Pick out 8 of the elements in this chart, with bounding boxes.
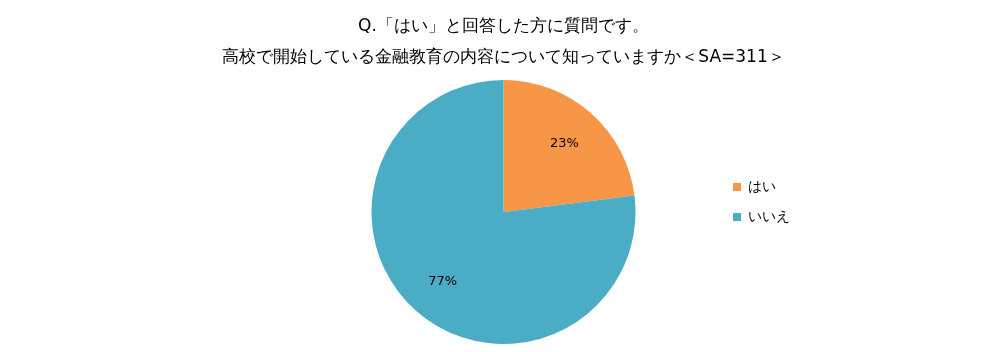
legend-label: いいえ — [748, 208, 790, 224]
data-label: 77% — [428, 273, 458, 289]
pie-slice — [503, 80, 635, 212]
legend-label: はい — [748, 178, 776, 194]
chart-title: Q.「はい」と回答した方に質問です。 — [358, 15, 649, 35]
pie-slice — [371, 80, 636, 344]
chart-subtitle: 高校で開始している金融教育の内容について知っていますか＜SA=311＞ — [222, 46, 785, 66]
data-label: 23% — [549, 134, 579, 150]
